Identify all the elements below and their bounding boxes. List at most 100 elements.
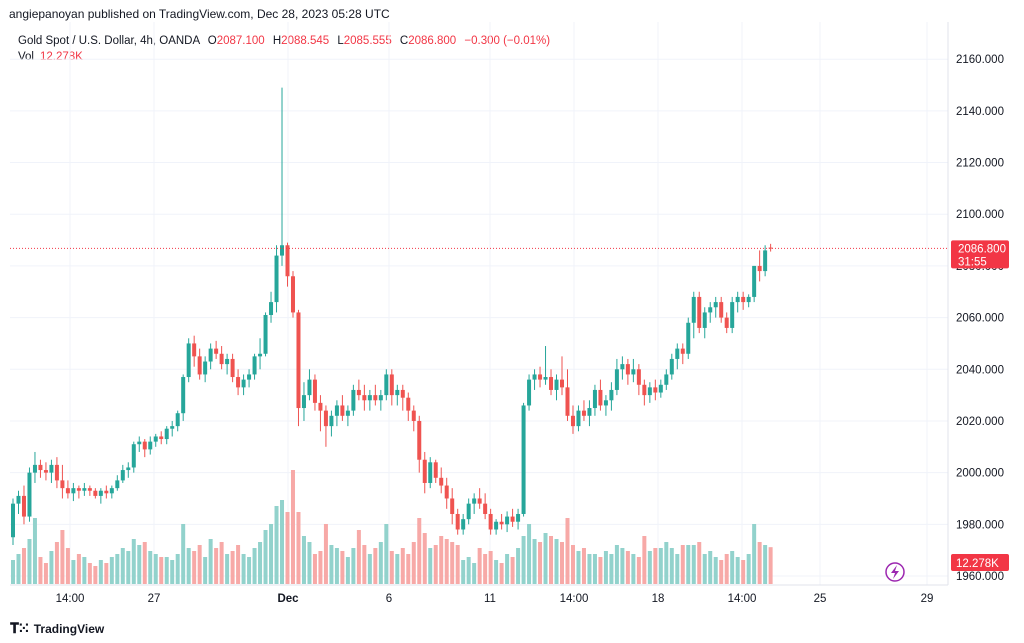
- change-value: −0.300 (−0.01%): [464, 35, 551, 47]
- volume-bar: [296, 512, 301, 584]
- volume-bar: [120, 548, 125, 584]
- axis-badges: 2086.800 31:55 12.278K: [951, 240, 1009, 571]
- close-value: 2086.800: [408, 35, 457, 47]
- volume-badge: [951, 554, 1009, 571]
- volume-bar: [730, 551, 735, 584]
- volume-bar: [269, 524, 274, 584]
- candle-body: [527, 379, 532, 406]
- candle-body: [263, 315, 268, 354]
- volume-bar: [499, 563, 504, 584]
- volume-bar: [713, 557, 718, 584]
- x-tick-label: 6: [386, 593, 392, 605]
- volume-bar: [598, 557, 603, 584]
- volume-bar: [697, 542, 702, 584]
- candle-body: [538, 374, 543, 380]
- candle-body: [230, 358, 235, 378]
- volume-bar: [647, 551, 652, 584]
- candle-body: [505, 516, 510, 525]
- volume-bar: [312, 554, 317, 584]
- volume-bar: [16, 554, 21, 584]
- volume-bar: [395, 554, 400, 584]
- volume-bar: [329, 545, 334, 584]
- footer-logo[interactable]: 𝐓⁙ TradingView: [10, 620, 104, 637]
- candle-body: [752, 265, 757, 297]
- x-tick-label: 18: [652, 593, 665, 605]
- candle-body: [38, 464, 43, 471]
- volume-bar: [43, 563, 48, 584]
- volume-bar: [98, 560, 103, 584]
- close-label: C: [399, 35, 409, 47]
- volume-bar: [570, 545, 575, 584]
- candle-body: [549, 377, 554, 390]
- volume-bar: [444, 539, 449, 584]
- volume-bar: [422, 533, 427, 584]
- volume-bar: [527, 524, 532, 584]
- volume-bar: [763, 545, 768, 584]
- candle-body: [49, 464, 54, 473]
- volume-bar: [285, 512, 290, 584]
- candle-body: [252, 356, 257, 375]
- candle-body: [269, 302, 274, 316]
- x-tick-label: 14:00: [560, 593, 589, 605]
- candle-body: [378, 395, 383, 401]
- vol-value: 12.278K: [40, 51, 83, 63]
- price-axis[interactable]: 1960.000 1980.000 2000.000 2020.000 2040.000…: [956, 54, 1004, 583]
- low-value: 2085.555: [343, 35, 392, 47]
- candle-body: [27, 472, 32, 517]
- candlesticks[interactable]: [11, 87, 773, 545]
- volume-badge-value: 12.278K: [956, 558, 999, 570]
- candle-body: [570, 415, 575, 427]
- volume-bars: [11, 470, 773, 584]
- candle-body: [98, 490, 103, 496]
- candle-body: [32, 464, 37, 473]
- volume-bar: [356, 530, 361, 584]
- time-axis[interactable]: 14:00 27 Dec 6 11 14:00 18 14:00 25 29: [56, 593, 934, 605]
- candle-body: [11, 503, 15, 538]
- volume-bar: [538, 542, 543, 584]
- candle-body: [466, 503, 471, 520]
- volume-bar: [719, 560, 724, 584]
- candle-body: [724, 317, 729, 328]
- candle-body: [708, 307, 713, 313]
- volume-bar: [290, 470, 295, 584]
- lightning-icon[interactable]: [885, 562, 905, 582]
- x-tick-label: 25: [814, 593, 827, 605]
- candle-body: [203, 361, 208, 375]
- candle-body: [82, 488, 87, 491]
- candle-body: [395, 389, 400, 396]
- candle-body: [389, 374, 394, 396]
- candle-body: [642, 384, 647, 396]
- y-tick-label: 2140.000: [956, 106, 1004, 118]
- candle-body: [181, 377, 186, 414]
- volume-bar: [384, 524, 389, 584]
- volume-bar: [378, 542, 383, 584]
- x-tick-label: 11: [484, 593, 496, 605]
- candle-body: [472, 498, 477, 504]
- volume-bar: [263, 530, 268, 584]
- volume-bar: [93, 566, 98, 584]
- candle-body: [16, 495, 21, 504]
- candle-body: [697, 296, 702, 328]
- y-tick-label: 1980.000: [956, 519, 1004, 531]
- volume-bar: [510, 557, 515, 584]
- volume-bar: [38, 557, 43, 584]
- candle-body: [592, 389, 597, 409]
- volume-bar: [411, 542, 416, 584]
- candle-body: [768, 247, 773, 249]
- candle-body: [620, 364, 625, 370]
- volume-bar: [148, 551, 153, 584]
- candle-body: [719, 302, 724, 318]
- volume-bar: [428, 548, 433, 584]
- candle-body: [406, 397, 411, 411]
- x-tick-label: 27: [148, 593, 161, 605]
- candle-body: [730, 302, 735, 328]
- volume-bar: [642, 536, 647, 584]
- volume-bar: [236, 545, 241, 584]
- candle-body: [757, 265, 762, 272]
- volume-bar: [32, 518, 37, 584]
- candle-body: [422, 459, 427, 483]
- candle-body: [603, 400, 608, 406]
- candle-body: [417, 420, 422, 460]
- volume-bar: [735, 557, 740, 584]
